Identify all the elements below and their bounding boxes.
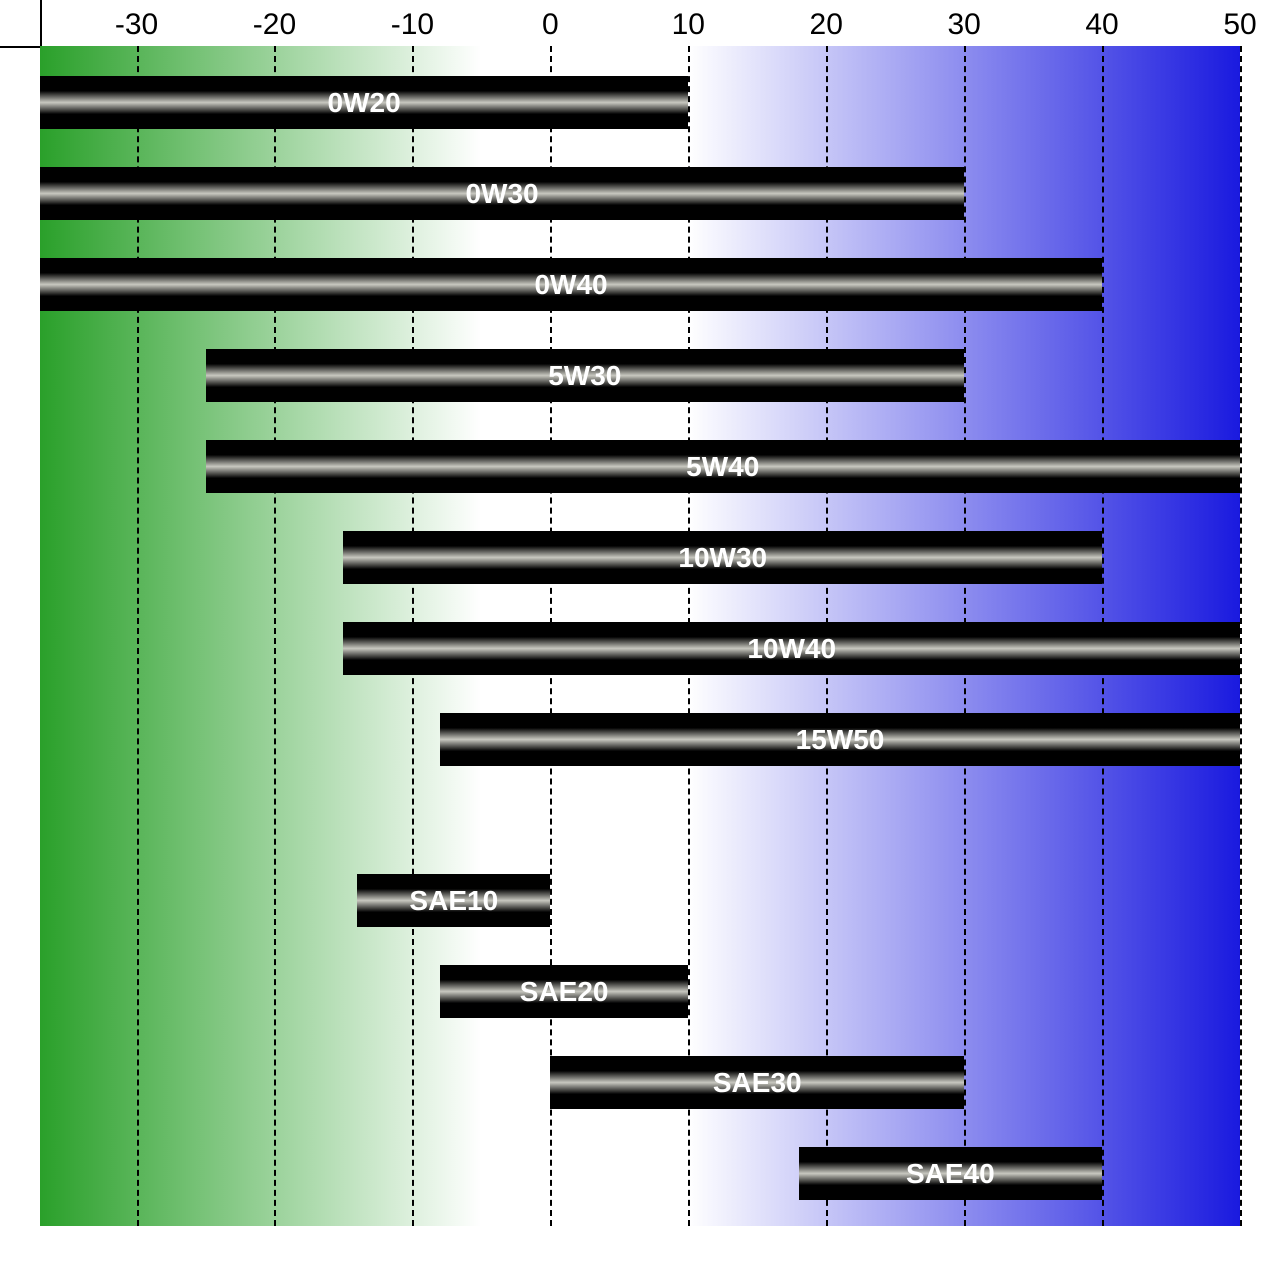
viscosity-bar: 5W30 <box>206 349 965 402</box>
oil-viscosity-chart: -30-20-1001020304050 0W200W300W405W305W4… <box>40 46 1240 1226</box>
viscosity-bar: 10W40 <box>343 622 1240 675</box>
viscosity-bar-label: 5W40 <box>686 451 759 483</box>
axis-tick-label: 40 <box>1085 8 1118 42</box>
axis-left-line <box>40 0 42 46</box>
viscosity-bar-label: 0W30 <box>465 178 538 210</box>
viscosity-bar: 0W30 <box>40 167 964 220</box>
viscosity-bar-label: SAE10 <box>409 885 498 917</box>
viscosity-bar: 0W40 <box>40 258 1102 311</box>
axis-tick-label: 20 <box>810 8 843 42</box>
axis-tick-label: 50 <box>1223 8 1256 42</box>
axis-tick-label: 30 <box>947 8 980 42</box>
viscosity-bar: SAE30 <box>550 1056 964 1109</box>
viscosity-bar: 5W40 <box>206 440 1240 493</box>
viscosity-bar-label: SAE20 <box>520 976 609 1008</box>
viscosity-bar: 0W20 <box>40 76 688 129</box>
grid-line <box>137 46 139 1226</box>
axis-tick-label: -20 <box>253 8 296 42</box>
viscosity-bar-label: SAE30 <box>713 1067 802 1099</box>
viscosity-bar: 10W30 <box>343 531 1102 584</box>
viscosity-bar-label: 10W30 <box>678 542 767 574</box>
axis-tick-label: -10 <box>391 8 434 42</box>
viscosity-bar-label: 5W30 <box>548 360 621 392</box>
viscosity-bar: SAE20 <box>440 965 688 1018</box>
viscosity-bar: SAE40 <box>799 1147 1102 1200</box>
viscosity-bar-label: SAE40 <box>906 1158 995 1190</box>
axis-tick-label: 0 <box>542 8 559 42</box>
viscosity-bar-label: 0W40 <box>534 269 607 301</box>
viscosity-bar-label: 0W20 <box>328 87 401 119</box>
axis-tick-label: 10 <box>672 8 705 42</box>
viscosity-bar: SAE10 <box>357 874 550 927</box>
axis-tick-label: -30 <box>115 8 158 42</box>
viscosity-bar-label: 10W40 <box>747 633 836 665</box>
grid-line <box>274 46 276 1226</box>
viscosity-bar: 15W50 <box>440 713 1240 766</box>
canvas: -30 -20 -10 0 10 20 30 40 50 0W20 0W30 0W40 5W30 5W4… <box>0 0 1280 1272</box>
viscosity-bar-label: 15W50 <box>796 724 885 756</box>
grid-line <box>1240 46 1242 1226</box>
